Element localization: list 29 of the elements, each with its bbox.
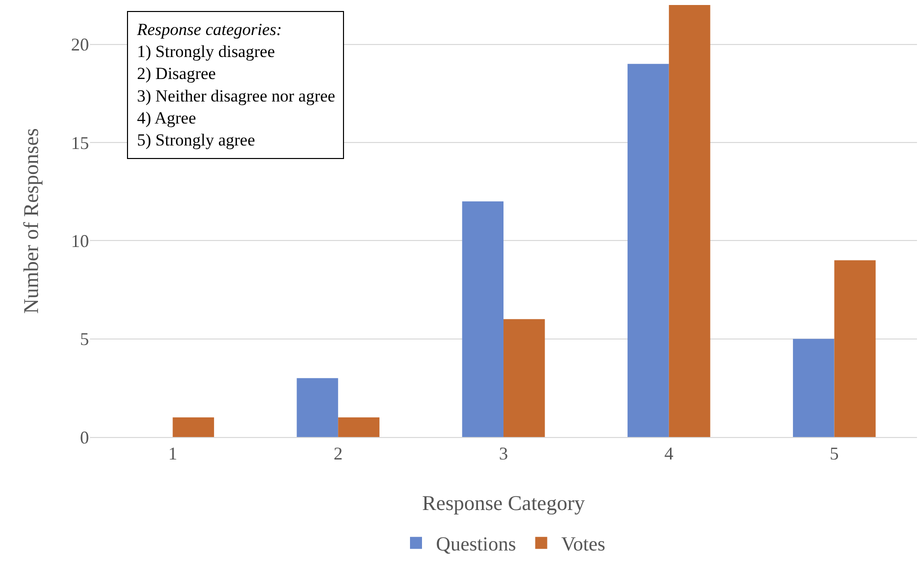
annotation: Response categories: <box>136 20 282 39</box>
y-tick-label: 10 <box>71 230 89 251</box>
y-tick-label: 15 <box>71 132 89 153</box>
legend-label: Questions <box>436 534 516 556</box>
x-tick-label: 4 <box>664 444 674 464</box>
bar <box>296 378 338 437</box>
bar <box>834 260 876 437</box>
bar <box>338 417 380 437</box>
legend-label: Votes <box>561 534 606 556</box>
annotation: 4) Agree <box>137 108 196 128</box>
x-tick-label: 1 <box>168 444 178 464</box>
bar <box>504 319 545 437</box>
bar <box>668 5 710 437</box>
annotation: 3) Neither disagree nor agree <box>137 86 336 106</box>
x-axis-title: Response Category <box>422 491 586 515</box>
bar <box>462 201 504 437</box>
y-tick-label: 5 <box>80 329 89 350</box>
x-tick-label: 5 <box>830 444 839 464</box>
bar <box>172 417 214 437</box>
x-tick-label: 2 <box>334 444 343 464</box>
x-tick-label: 3 <box>499 444 508 464</box>
bar <box>628 64 669 437</box>
annotation: 5) Strongly agree <box>137 130 256 150</box>
annotation: 2) Disagree <box>137 64 216 84</box>
y-tick-label: 0 <box>80 427 89 448</box>
annotation: 1) Strongly disagree <box>137 42 275 62</box>
bar <box>792 338 834 437</box>
y-axis-title: Number of Responses <box>19 128 43 314</box>
y-tick-label: 20 <box>71 34 89 55</box>
